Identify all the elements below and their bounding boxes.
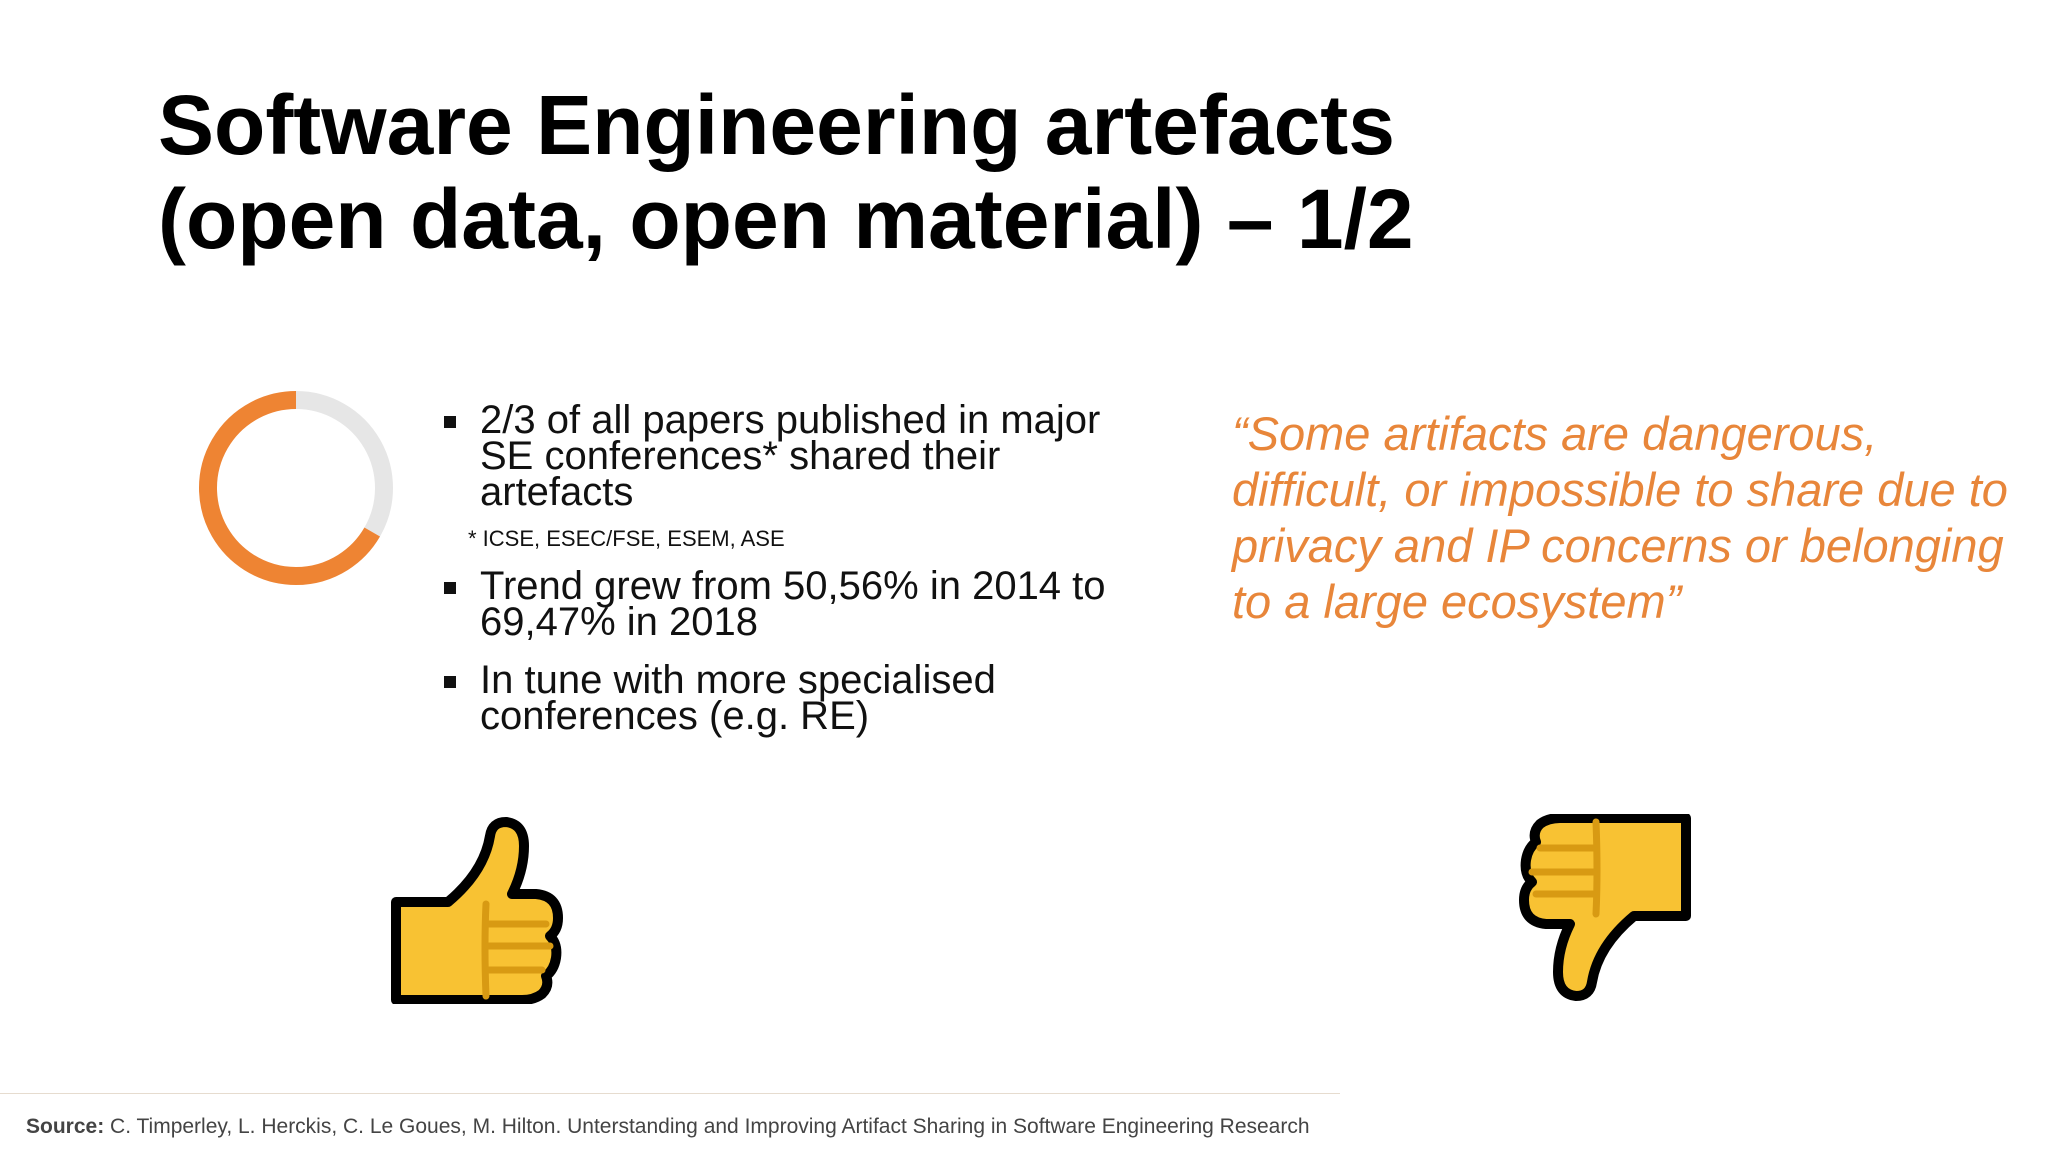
quote-text: “Some artifacts are dangerous, difficult… xyxy=(1232,407,2008,628)
donut-slice-shared xyxy=(199,391,380,585)
slide-title: Software Engineering artefacts (open dat… xyxy=(158,78,1414,266)
bullet-item: Trend grew from 50,56% in 2014 to 69,47%… xyxy=(440,566,1120,642)
bullet-list: 2/3 of all papers published in major SE … xyxy=(440,400,1120,736)
donut-slice-remaining xyxy=(295,391,393,537)
source-text: C. Timperley, L. Herckis, C. Le Goues, M… xyxy=(110,1115,1310,1138)
title-line-2: (open data, open material) – 1/2 xyxy=(158,172,1414,266)
bullet-item: In tune with more specialised conference… xyxy=(440,660,1120,736)
bullet-item: 2/3 of all papers published in major SE … xyxy=(440,400,1120,512)
source-label: Source: xyxy=(26,1115,105,1138)
thumbs-down-icon xyxy=(1519,814,1691,1001)
conference-footnote: * ICSE, ESEC/FSE, ESEM, ASE xyxy=(468,526,785,551)
thumbs-up-icon xyxy=(391,817,563,1004)
donut-chart xyxy=(199,391,393,585)
footer-divider xyxy=(0,1093,1340,1094)
title-line-1: Software Engineering artefacts xyxy=(158,78,1395,172)
source-citation: Source: C. Timperley, L. Herckis, C. Le … xyxy=(26,1114,1310,1140)
